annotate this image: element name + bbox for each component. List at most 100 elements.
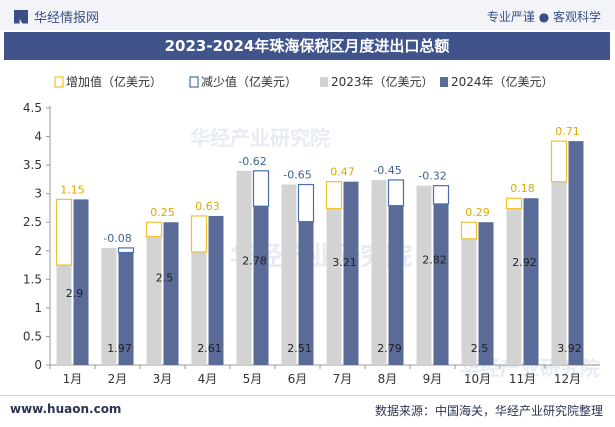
top-bar: 华经情报网 专业严谨 ● 客观科学: [0, 0, 615, 30]
y-tick-label: 1: [34, 301, 42, 315]
change-label: -0.32: [418, 170, 446, 183]
decrease-box: [387, 179, 405, 207]
chart-title: 2023-2024年珠海保税区月度进出口总额: [4, 32, 610, 60]
y-tick-label: 2.5: [23, 215, 42, 229]
y-tick-label: 3: [34, 187, 42, 201]
change-label: 0.63: [195, 200, 220, 213]
y-tick-label: 2: [34, 244, 42, 258]
bar-2024: [343, 181, 359, 365]
change-label: -0.65: [283, 169, 311, 182]
decrease-box: [432, 185, 450, 205]
value-label-2024: 2.5: [471, 342, 489, 355]
increase-box: [190, 215, 208, 253]
change-label: 0.25: [150, 206, 175, 219]
legend-swatch-2023: [320, 77, 328, 87]
legend-label: 减少值（亿美元）: [201, 74, 297, 89]
x-tick-label: 12月: [554, 372, 581, 386]
x-tick-label: 3月: [153, 372, 173, 386]
x-tick-label: 4月: [198, 372, 218, 386]
footer-source: 数据来源：中国海关，华经产业研究院整理: [374, 404, 603, 418]
brand-logo-icon: [14, 9, 28, 24]
bar-2023: [236, 170, 252, 365]
x-tick-label: 6月: [288, 372, 308, 386]
bar-2024: [163, 222, 179, 365]
bar-2023: [191, 251, 207, 365]
x-tick-label: 8月: [378, 372, 398, 386]
legend-label: 2024年（亿美元）: [451, 74, 554, 89]
value-label-2024: 2.92: [512, 256, 537, 269]
increase-box: [325, 181, 343, 210]
change-label: -0.45: [373, 164, 401, 177]
value-label-2024: 2.78: [242, 255, 267, 268]
value-label-2024: 2.51: [287, 342, 312, 355]
change-label: 0.47: [330, 166, 355, 179]
x-tick-label: 2月: [108, 372, 128, 386]
value-label-2024: 3.21: [332, 256, 357, 269]
change-label: 1.15: [60, 183, 85, 196]
change-label: -0.62: [238, 155, 266, 168]
slogan: 专业严谨 ● 客观科学: [486, 10, 601, 24]
x-tick-label: 5月: [243, 372, 263, 386]
y-tick-label: 4.5: [23, 101, 42, 115]
value-label-2024: 2.9: [66, 287, 84, 300]
x-tick-label: 11月: [509, 372, 536, 386]
bar-2024: [73, 199, 89, 365]
legend-swatch-increase: [54, 76, 64, 88]
bar-2023: [101, 247, 117, 365]
increase-box: [55, 198, 73, 266]
change-label: 0.18: [510, 182, 535, 195]
value-label-2024: 2.5: [156, 271, 174, 284]
y-tick-label: 0.5: [23, 329, 42, 343]
y-tick-label: 0: [34, 358, 42, 372]
change-label: -0.08: [103, 232, 131, 245]
legend-swatch-decrease: [189, 76, 199, 88]
brand[interactable]: 华经情报网: [14, 7, 99, 26]
value-label-2024: 1.97: [107, 342, 132, 355]
bar-2024: [568, 141, 584, 365]
value-label-2024: 2.82: [422, 253, 447, 266]
legend-swatch-2024: [440, 77, 448, 87]
bar-2023: [461, 238, 477, 365]
bar-2023: [56, 265, 72, 365]
bar-2023: [416, 185, 432, 365]
bar-2023: [506, 208, 522, 365]
increase-box: [505, 197, 523, 210]
bar-2024: [433, 203, 449, 365]
x-axis: 1月 2月 3月 4月 5月 6月 7月 8月 9月 10月 11月 12月: [49, 365, 581, 386]
decrease-box: [252, 170, 270, 207]
footer-website[interactable]: www.huaon.com: [10, 402, 122, 416]
bar-2024: [478, 222, 494, 365]
legend-label: 增加值（亿美元）: [66, 74, 162, 89]
bar-2023: [551, 181, 567, 365]
brand-name: 华经情报网: [34, 11, 100, 26]
decrease-box: [297, 183, 315, 223]
increase-box: [550, 140, 568, 183]
value-label-2024: 3.92: [557, 342, 582, 355]
change-label: 0.29: [465, 206, 490, 219]
bar-2023: [326, 208, 342, 365]
watermark-text: 华经产业研究院: [190, 126, 330, 150]
bar-2024: [388, 205, 404, 365]
value-label-2024: 2.61: [197, 342, 222, 355]
bar-2024: [253, 206, 269, 365]
value-label-2024: 2.79: [377, 342, 402, 355]
x-tick-label: 7月: [333, 372, 353, 386]
increase-box: [145, 221, 163, 238]
x-tick-label: 9月: [423, 372, 443, 386]
y-tick-label: 3.5: [23, 158, 42, 172]
bar-2023: [146, 236, 162, 365]
x-tick-label: 1月: [63, 372, 83, 386]
increase-box: [460, 221, 478, 240]
change-label: 0.71: [555, 125, 580, 138]
bar-2024: [118, 252, 134, 365]
decrease-box: [117, 247, 135, 254]
legend-label: 2023年（亿美元）: [331, 74, 434, 89]
bars: 1.15 2.9 -0.08 1.97 0.25 2.5 0.63 2.61 -0.62 2.78…: [55, 125, 584, 365]
y-tick-label: 1.5: [23, 272, 42, 286]
y-tick-label: 4: [34, 130, 42, 144]
bar-2024: [208, 215, 224, 365]
bar-2024: [298, 221, 314, 365]
bar-2024: [523, 198, 539, 365]
